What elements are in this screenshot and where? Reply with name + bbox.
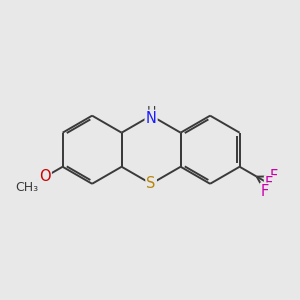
Text: F: F <box>269 169 278 184</box>
Text: N: N <box>146 111 157 126</box>
Text: CH₃: CH₃ <box>15 181 38 194</box>
Text: H: H <box>146 105 156 118</box>
Text: F: F <box>265 176 273 191</box>
Text: S: S <box>146 176 156 191</box>
Text: O: O <box>39 169 51 184</box>
Text: F: F <box>261 184 269 199</box>
